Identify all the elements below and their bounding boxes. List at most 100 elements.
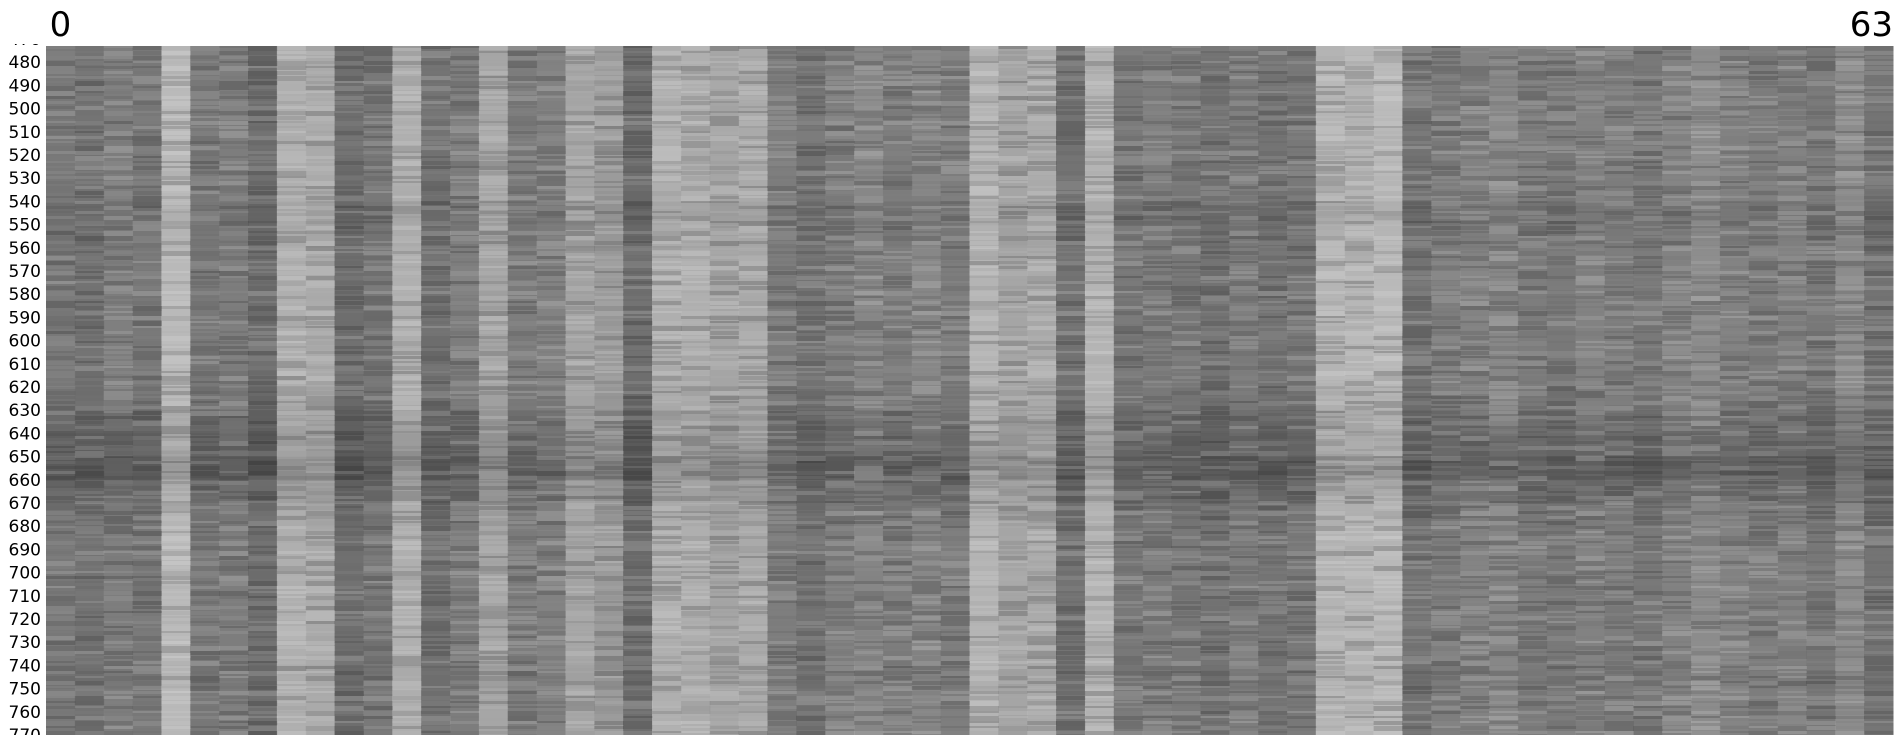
texture-streak (104, 386, 133, 389)
texture-streak (363, 86, 392, 91)
texture-streak (421, 76, 450, 80)
texture-streak (421, 286, 450, 288)
texture-streak (104, 221, 133, 224)
texture-streak (219, 491, 248, 493)
texture-streak (421, 576, 450, 580)
texture-streak (479, 721, 508, 726)
texture-streak (75, 231, 104, 233)
texture-streak (75, 471, 104, 476)
texture-streak (306, 646, 335, 651)
texture-streak (623, 226, 652, 231)
texture-streak (133, 731, 162, 733)
texture-streak (421, 251, 450, 254)
texture-streak (479, 606, 508, 611)
texture-streak (450, 291, 479, 295)
texture-streak (421, 591, 450, 594)
texture-streak (623, 516, 652, 520)
texture-streak (421, 271, 450, 275)
texture-streak (652, 436, 681, 441)
texture-streak (594, 596, 623, 600)
texture-streak (161, 216, 190, 220)
texture-streak (75, 581, 104, 583)
texture-streak (219, 711, 248, 715)
texture-streak (306, 591, 335, 593)
texture-streak (46, 196, 75, 198)
texture-streak (46, 476, 75, 481)
texture-streak (537, 191, 566, 194)
texture-streak (306, 171, 335, 175)
texture-streak (421, 726, 450, 730)
texture-streak (565, 626, 594, 630)
texture-streak (306, 241, 335, 246)
texture-streak (652, 291, 681, 296)
texture-streak (421, 481, 450, 486)
texture-streak (479, 306, 508, 310)
texture-streak (652, 481, 681, 483)
texture-streak (104, 466, 133, 470)
texture-streak (652, 701, 681, 706)
texture-streak (190, 616, 219, 618)
texture-streak (565, 421, 594, 426)
texture-streak (335, 426, 364, 431)
texture-streak (335, 566, 364, 569)
texture-streak (363, 551, 392, 555)
texture-streak (46, 706, 75, 709)
texture-streak (104, 706, 133, 709)
texture-streak (681, 171, 710, 175)
texture-streak (392, 561, 421, 565)
texture-streak (363, 91, 392, 94)
texture-streak (306, 151, 335, 154)
texture-streak (363, 246, 392, 250)
texture-streak (75, 236, 104, 241)
texture-streak (421, 411, 450, 416)
texture-streak (133, 261, 162, 263)
texture-streak (363, 566, 392, 571)
texture-streak (219, 296, 248, 299)
texture-streak (335, 116, 364, 118)
texture-streak (306, 526, 335, 529)
texture-streak (277, 581, 306, 586)
texture-streak (46, 451, 75, 453)
texture-streak (652, 331, 681, 334)
texture-streak (133, 471, 162, 473)
texture-streak (565, 306, 594, 310)
texture-streak (75, 346, 104, 348)
texture-streak (652, 356, 681, 358)
texture-streak (133, 441, 162, 444)
texture-streak (277, 646, 306, 649)
texture-streak (421, 691, 450, 696)
texture-streak (450, 306, 479, 310)
texture-streak (46, 521, 75, 523)
texture-streak (219, 151, 248, 155)
texture-streak (161, 496, 190, 501)
texture-streak (219, 676, 248, 678)
texture-streak (421, 311, 450, 315)
texture-streak (219, 431, 248, 434)
texture-streak (75, 201, 104, 204)
texture-streak (75, 431, 104, 436)
texture-streak (652, 486, 681, 488)
texture-streak (623, 356, 652, 358)
texture-streak (190, 586, 219, 589)
texture-streak (363, 521, 392, 524)
texture-streak (565, 136, 594, 140)
texture-streak (219, 316, 248, 320)
texture-streak (306, 161, 335, 163)
texture-streak (335, 571, 364, 574)
texture-streak (537, 731, 566, 735)
texture-streak (219, 276, 248, 278)
texture-streak (190, 491, 219, 493)
texture-streak (133, 716, 162, 719)
texture-streak (335, 166, 364, 171)
texture-streak (479, 421, 508, 425)
texture-streak (190, 116, 219, 118)
texture-streak (104, 261, 133, 264)
texture-streak (75, 651, 104, 654)
texture-streak (335, 516, 364, 521)
texture-streak (594, 186, 623, 188)
texture-streak (277, 446, 306, 451)
texture-streak (161, 156, 190, 158)
texture-streak (508, 611, 537, 613)
texture-streak (104, 446, 133, 448)
texture-streak (133, 436, 162, 440)
